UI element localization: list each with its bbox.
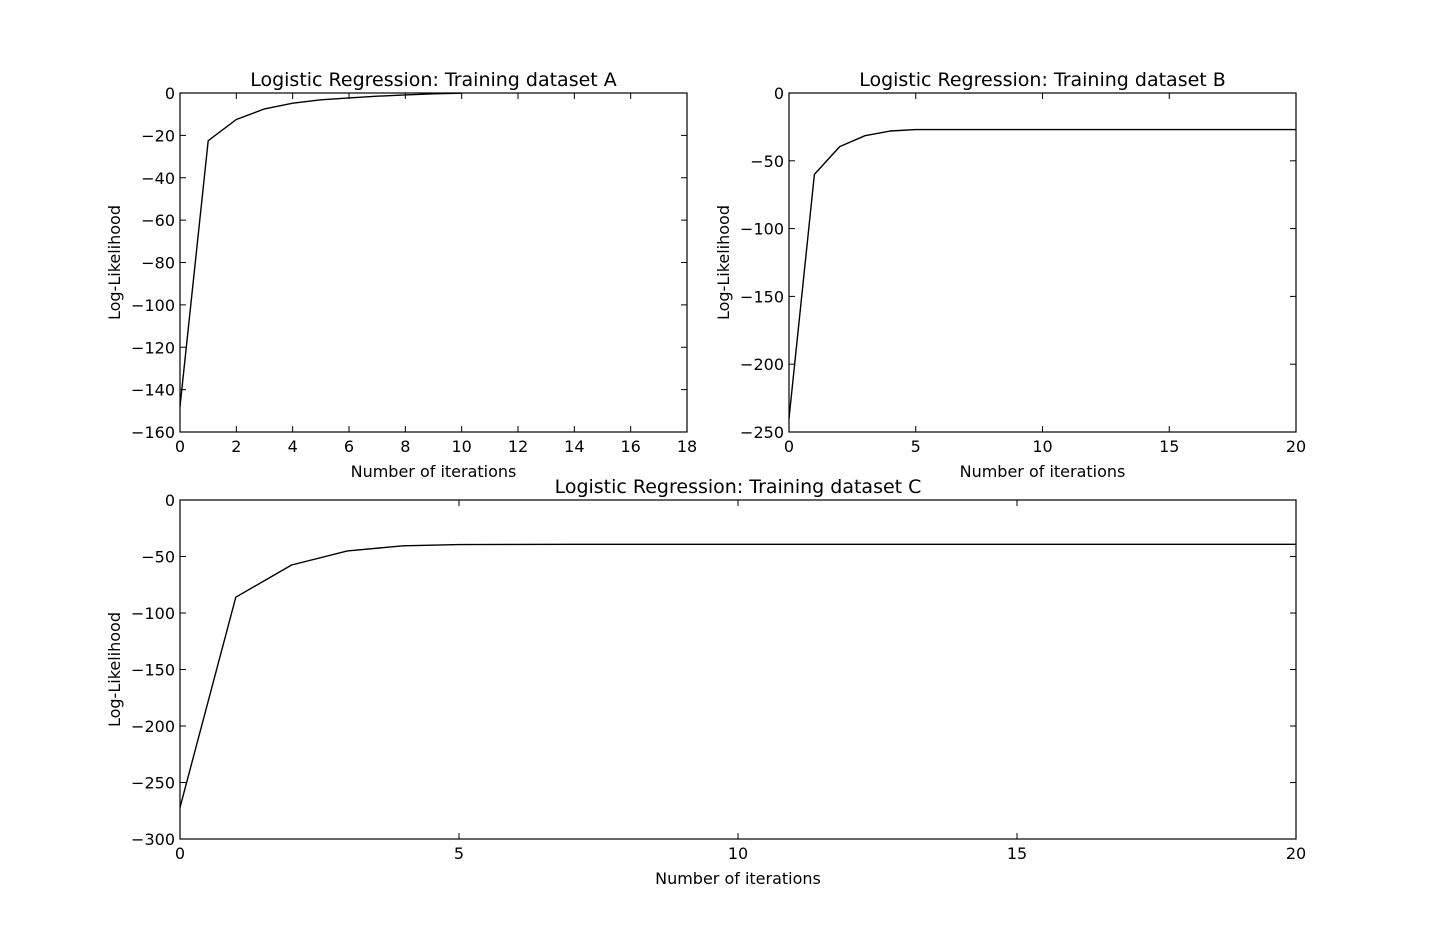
x-tick-label: 15 <box>1159 437 1179 456</box>
x-tick-label: 0 <box>784 437 794 456</box>
y-axis-label: Log-Likelihood <box>105 205 124 320</box>
series-line <box>788 128 1296 419</box>
x-tick-label: 8 <box>400 437 410 456</box>
x-tick-label: 14 <box>564 437 584 456</box>
x-tick-label: 20 <box>1286 437 1306 456</box>
y-tick-label: −250 <box>740 423 784 442</box>
x-tick-label: 5 <box>454 844 464 863</box>
x-tick-label: 16 <box>620 437 640 456</box>
chart-title: Logistic Regression: Training dataset C <box>555 476 922 498</box>
x-axis-label: Number of iterations <box>351 462 517 481</box>
y-tick-label: −250 <box>131 774 175 793</box>
plot-frame <box>788 92 1297 433</box>
x-tick-label: 10 <box>728 844 748 863</box>
x-tick-label: 5 <box>911 437 921 456</box>
plot-frame <box>179 92 688 433</box>
x-tick-label: 6 <box>344 437 354 456</box>
y-tick-label: −100 <box>131 604 175 623</box>
y-tick-label: −50 <box>750 152 784 171</box>
y-tick-label: −50 <box>141 548 175 567</box>
y-tick-label: −100 <box>740 220 784 239</box>
chart-panel-b: Logistic Regression: Training dataset B 0… <box>714 69 1306 481</box>
y-tick-label: −150 <box>740 287 784 306</box>
y-tick-label: −140 <box>131 381 175 400</box>
y-axis-label: Log-Likelihood <box>714 205 733 320</box>
y-tick-label: −160 <box>131 423 175 442</box>
x-tick-label: 2 <box>231 437 241 456</box>
x-tick-label: 0 <box>175 844 185 863</box>
y-tick-label: −100 <box>131 296 175 315</box>
y-tick-label: −20 <box>141 126 175 145</box>
x-axis-label: Number of iterations <box>960 462 1126 481</box>
x-tick-label: 4 <box>288 437 298 456</box>
y-tick-label: −300 <box>131 830 175 849</box>
y-tick-label: −200 <box>131 717 175 736</box>
series-line <box>179 92 462 407</box>
series-line <box>179 543 1296 808</box>
x-axis-label: Number of iterations <box>655 869 821 888</box>
y-tick-label: 0 <box>165 84 175 103</box>
x-tick-label: 18 <box>677 437 697 456</box>
x-tick-label: 0 <box>175 437 185 456</box>
y-tick-label: −40 <box>141 169 175 188</box>
y-tick-label: −60 <box>141 211 175 230</box>
chart-title: Logistic Regression: Training dataset B <box>859 69 1226 91</box>
y-tick-label: −80 <box>141 254 175 273</box>
y-tick-label: 0 <box>165 491 175 510</box>
x-tick-label: 15 <box>1007 844 1027 863</box>
y-tick-label: −150 <box>131 661 175 680</box>
chart-panel-c: Logistic Regression: Training dataset C 0… <box>105 476 1306 888</box>
x-tick-label: 20 <box>1286 844 1306 863</box>
y-tick-label: −120 <box>131 338 175 357</box>
y-tick-label: −200 <box>740 355 784 374</box>
x-tick-label: 12 <box>508 437 528 456</box>
y-axis-label: Log-Likelihood <box>105 612 124 727</box>
x-tick-label: 10 <box>451 437 471 456</box>
chart-panel-a: Logistic Regression: Training dataset A 0… <box>105 69 697 481</box>
x-tick-label: 10 <box>1032 437 1052 456</box>
chart-title: Logistic Regression: Training dataset A <box>250 69 617 91</box>
y-tick-label: 0 <box>774 84 784 103</box>
